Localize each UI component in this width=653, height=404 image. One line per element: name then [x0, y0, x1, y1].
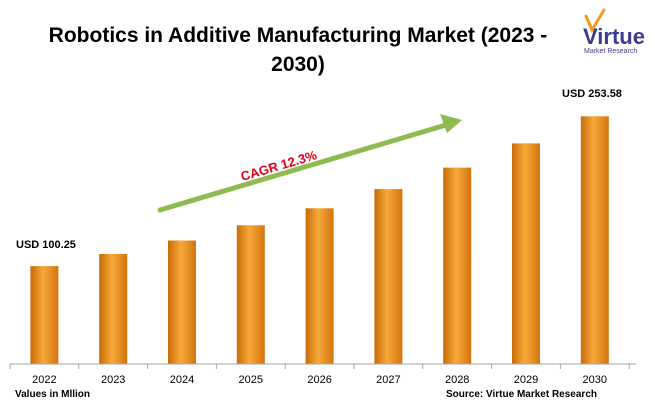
bar-2023	[99, 254, 128, 364]
bar-2027	[374, 189, 403, 364]
bar-2025	[236, 225, 265, 364]
chart-title-line2: 2030)	[271, 53, 325, 76]
x-tick-labels: 2022 2023 2024 2025 2026 2027 2028 2029 2030	[32, 374, 607, 386]
logo-name: Virtue	[583, 24, 645, 49]
x-tick-label-2023: 2023	[101, 374, 125, 386]
x-tick-label-2025: 2025	[239, 374, 263, 386]
bar-2028	[443, 167, 472, 364]
bar-2022	[30, 266, 59, 364]
data-label-last: USD 253.58	[562, 88, 622, 100]
x-tick-label-2029: 2029	[514, 374, 538, 386]
bar-2026	[305, 208, 334, 364]
x-tick-label-2024: 2024	[170, 374, 194, 386]
x-tick-label-2030: 2030	[583, 374, 607, 386]
chart-title-line1: Robotics in Additive Manufacturing Marke…	[49, 24, 548, 47]
logo-tagline: Market Research	[584, 48, 637, 55]
source-note: Source: Virtue Market Research	[446, 389, 597, 400]
x-tick-label-2026: 2026	[307, 374, 331, 386]
x-tick-label-2028: 2028	[445, 374, 469, 386]
cagr-arrow-head	[440, 114, 462, 133]
bar-2024	[168, 240, 196, 364]
data-label-first: USD 100.25	[16, 239, 76, 251]
logo: Virtue Market Research	[583, 8, 645, 55]
bar-group	[30, 116, 609, 364]
bar-2029	[512, 143, 540, 364]
bar-2030	[580, 116, 609, 364]
x-tick-label-2022: 2022	[32, 374, 56, 386]
units-note: Values in Mllion	[15, 389, 90, 400]
logo-check-mark	[584, 8, 606, 34]
x-axis-ticks	[9, 364, 630, 369]
x-tick-label-2027: 2027	[376, 374, 400, 386]
cagr-arrow-shaft	[157, 122, 449, 213]
cagr-arrow	[157, 114, 462, 213]
